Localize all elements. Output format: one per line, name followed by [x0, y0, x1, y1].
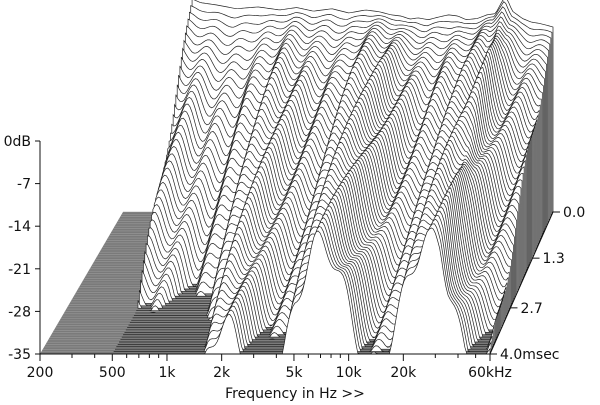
time-tick-label: 2.7 — [520, 301, 542, 317]
x-tick-label: 20k — [390, 365, 417, 381]
y-tick-label: -35 — [8, 347, 31, 363]
time-axis: 0.0 1.3 2.7 4.0msec — [489, 205, 585, 363]
time-tick-label: 0.0 — [563, 205, 585, 221]
x-tick-label: 1k — [158, 365, 176, 381]
time-axis-line — [489, 211, 554, 355]
time-tick-label: 4.0msec — [500, 347, 560, 363]
x-tick-label: 200 — [27, 365, 54, 381]
x-tick-label: 500 — [99, 365, 126, 381]
y-tick-label: -28 — [8, 304, 31, 320]
x-axis-title: Frequency in Hz >> — [225, 386, 365, 402]
x-tick-label: 10k — [336, 365, 363, 381]
y-tick-label: 0dB — [4, 134, 31, 150]
decay-curves — [112, 0, 554, 355]
x-tick-label: 60kHz — [468, 365, 512, 381]
y-axis: 0dB -7 -14 -21 -28 -35 — [4, 134, 41, 363]
time-tick-label: 1.3 — [543, 251, 565, 267]
x-axis: 200 500 1k 2k 5k 10k 20k 60kHz — [27, 353, 512, 381]
x-tick-label: 2k — [213, 365, 231, 381]
x-tick-label: 5k — [285, 365, 303, 381]
y-tick-label: -14 — [8, 219, 31, 235]
y-tick-label: -7 — [17, 177, 31, 193]
y-tick-label: -21 — [8, 262, 31, 278]
